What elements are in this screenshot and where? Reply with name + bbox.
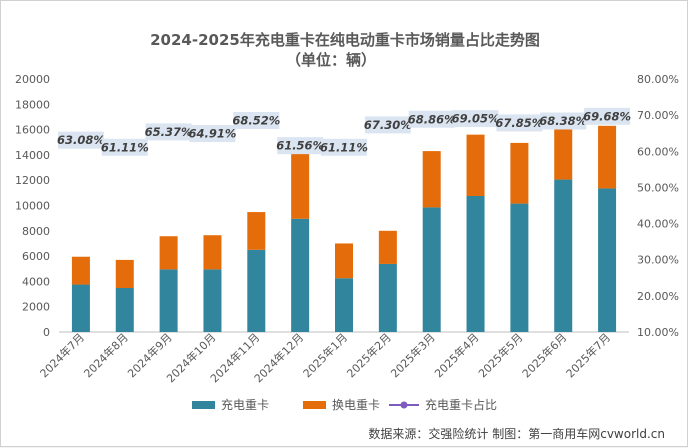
right-tick-label: 70.00% bbox=[637, 109, 679, 122]
bar-charging bbox=[554, 179, 573, 332]
percent-label: 64.91% bbox=[189, 127, 237, 141]
percent-label: 68.38% bbox=[539, 114, 587, 128]
right-tick-label: 10.00% bbox=[637, 326, 679, 339]
bar-swapping bbox=[115, 259, 134, 288]
bar-swapping bbox=[378, 230, 397, 264]
percent-label-bg bbox=[540, 112, 587, 130]
percent-label-bg bbox=[233, 111, 280, 129]
x-tick-label: 2025年3月 bbox=[388, 330, 438, 380]
bar-charging bbox=[159, 269, 178, 332]
percent-label-bg bbox=[321, 138, 367, 156]
right-tick-label: 50.00% bbox=[637, 181, 679, 194]
left-tick-label: 16000 bbox=[15, 124, 50, 137]
x-tick-label: 2025年4月 bbox=[431, 330, 481, 380]
percent-label-bg bbox=[408, 110, 455, 128]
percent-label: 63.08% bbox=[57, 133, 105, 147]
left-tick-label: 4000 bbox=[22, 275, 50, 288]
left-tick-label: 14000 bbox=[15, 149, 50, 162]
x-tick-label: 2025年6月 bbox=[519, 330, 569, 380]
x-axis: 2024年7月2024年8月2024年9月2024年10月2024年11月202… bbox=[37, 330, 613, 385]
percent-label-bg bbox=[277, 137, 324, 155]
left-tick-label: 2000 bbox=[22, 301, 50, 314]
percent-label-bg bbox=[145, 123, 192, 141]
chart-subtitle: （单位：辆） bbox=[286, 51, 376, 69]
bar-charging bbox=[247, 249, 266, 332]
percent-label: 67.30% bbox=[364, 118, 412, 132]
legend-marker-share bbox=[400, 401, 408, 409]
percent-label-bg bbox=[101, 138, 148, 156]
percent-labels: 63.08%61.11%65.37%64.91%68.52%61.56%61.1… bbox=[57, 107, 631, 156]
bar-charging bbox=[115, 287, 134, 332]
percent-label: 61.11% bbox=[320, 140, 368, 154]
x-tick-label: 2025年5月 bbox=[475, 330, 525, 380]
percent-label-bg bbox=[364, 116, 411, 134]
legend-label-swapping: 换电重卡 bbox=[332, 398, 380, 412]
left-tick-label: 0 bbox=[43, 326, 50, 339]
left-tick-label: 10000 bbox=[15, 200, 50, 213]
left-tick-label: 20000 bbox=[15, 73, 50, 86]
bar-charging bbox=[466, 196, 485, 332]
bar-swapping bbox=[510, 142, 529, 204]
legend-label-share: 充电重卡占比 bbox=[425, 397, 497, 412]
bar-swapping bbox=[422, 151, 441, 208]
bar-swapping bbox=[291, 147, 310, 219]
right-tick-label: 30.00% bbox=[637, 254, 679, 267]
left-tick-label: 12000 bbox=[15, 174, 50, 187]
right-tick-label: 20.00% bbox=[637, 290, 679, 303]
bar-charging bbox=[378, 263, 397, 332]
percent-label-bg bbox=[452, 110, 499, 128]
bar-swapping bbox=[554, 127, 573, 180]
percent-label: 67.85% bbox=[495, 116, 543, 130]
percent-label-bg bbox=[57, 131, 104, 149]
percent-label: 65.37% bbox=[145, 125, 193, 139]
left-tick-label: 8000 bbox=[22, 225, 50, 238]
x-tick-label: 2025年2月 bbox=[344, 330, 394, 380]
percent-label-bg bbox=[496, 114, 543, 132]
percent-label: 61.11% bbox=[101, 140, 149, 154]
percent-label: 68.52% bbox=[232, 113, 280, 127]
x-tick-label: 2024年8月 bbox=[81, 330, 131, 380]
bar-swapping bbox=[159, 236, 178, 270]
left-tick-label: 6000 bbox=[22, 250, 50, 263]
bar-swapping bbox=[71, 256, 90, 285]
x-tick-label: 2025年1月 bbox=[300, 330, 350, 380]
bar-swapping bbox=[466, 134, 485, 197]
bar-charging bbox=[510, 203, 529, 332]
percent-label: 61.56% bbox=[276, 139, 324, 153]
bar-charging bbox=[291, 218, 310, 332]
right-tick-label: 40.00% bbox=[637, 218, 679, 231]
right-tick-label: 60.00% bbox=[637, 145, 679, 158]
bar-charging bbox=[422, 207, 441, 332]
chart-title: 2024-2025年充电重卡在纯电动重卡市场销量占比走势图 bbox=[150, 31, 540, 49]
bar-charging bbox=[71, 284, 90, 332]
bar-charging bbox=[203, 269, 222, 332]
bar-swapping bbox=[247, 212, 266, 250]
legend-label-charging: 充电重卡 bbox=[221, 397, 269, 412]
bar-charging bbox=[598, 188, 617, 332]
percent-label: 69.68% bbox=[583, 109, 631, 123]
legend: 充电重卡 换电重卡 充电重卡占比 bbox=[192, 397, 497, 412]
bar-swapping bbox=[203, 235, 222, 270]
right-axis: 10.00% 20.00% 30.00% 40.00% 50.00% 60.00% 70.0… bbox=[637, 73, 679, 339]
percent-label: 68.86% bbox=[408, 112, 456, 126]
bar-charging bbox=[335, 278, 353, 332]
bars bbox=[71, 125, 617, 332]
legend-swatch-charging bbox=[192, 401, 215, 409]
percent-label-bg bbox=[584, 107, 631, 125]
left-tick-label: 18000 bbox=[15, 98, 50, 111]
right-tick-label: 80.00% bbox=[637, 73, 679, 86]
x-tick-label: 2025年7月 bbox=[563, 330, 613, 380]
bar-swapping bbox=[335, 243, 353, 279]
source-note: 数据来源：交强险统计 制图：第一商用车网cvworld.cn bbox=[368, 426, 665, 441]
bar-swapping bbox=[598, 125, 617, 189]
percent-label: 69.05% bbox=[452, 112, 500, 126]
left-axis: 0 2000 4000 6000 8000 10000 12000 14000 16000 180… bbox=[15, 73, 50, 339]
legend-swatch-swapping bbox=[303, 401, 326, 409]
percent-label-bg bbox=[189, 125, 236, 143]
